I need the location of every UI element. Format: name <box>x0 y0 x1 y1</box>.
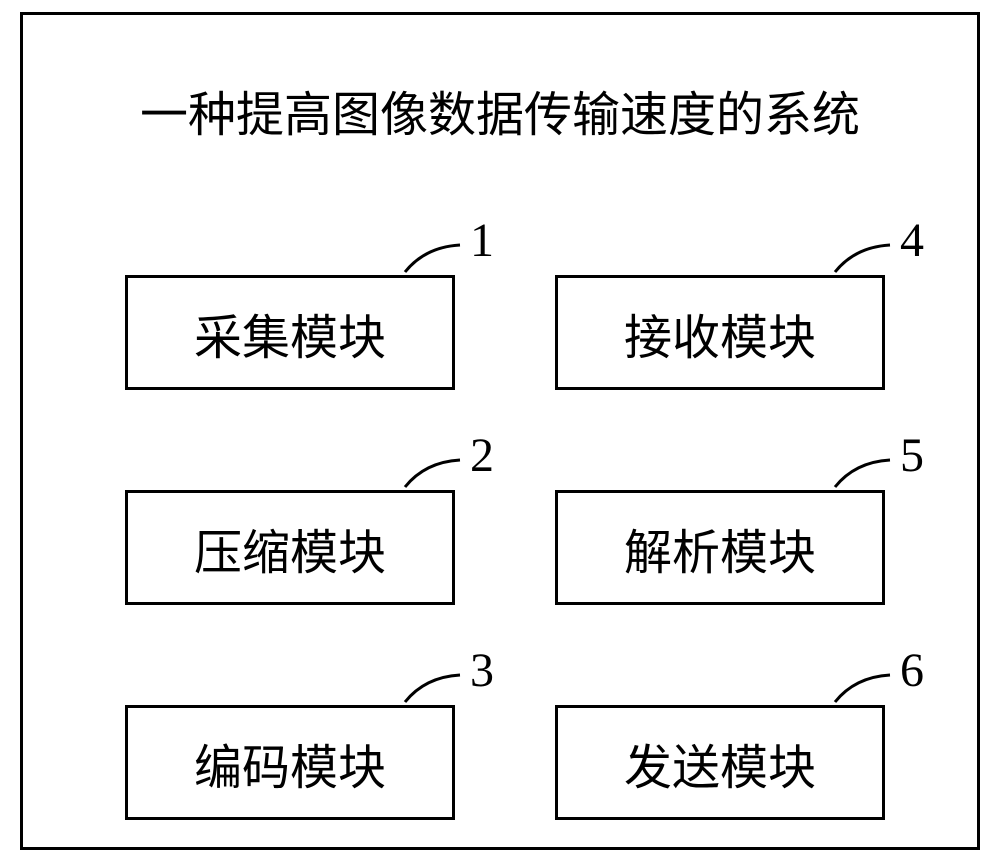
callout-line-m4 <box>555 275 556 276</box>
module-m4: 接收模块 <box>555 275 885 390</box>
module-m1: 采集模块 <box>125 275 455 390</box>
callout-line-m6 <box>555 705 556 706</box>
module-m2: 压缩模块 <box>125 490 455 605</box>
callout-line-m3 <box>125 705 126 706</box>
callout-number-m5: 5 <box>900 428 924 483</box>
callout-line-m2 <box>125 490 126 491</box>
callout-number-m2: 2 <box>470 428 494 483</box>
callout-number-m4: 4 <box>900 213 924 268</box>
diagram-title: 一种提高图像数据传输速度的系统 <box>140 75 860 145</box>
module-m3: 编码模块 <box>125 705 455 820</box>
module-label: 发送模块 <box>624 728 816 798</box>
module-label: 编码模块 <box>194 728 386 798</box>
callout-line-m1 <box>125 275 126 276</box>
module-m6: 发送模块 <box>555 705 885 820</box>
module-label: 解析模块 <box>624 513 816 583</box>
module-label: 接收模块 <box>624 298 816 368</box>
callout-number-m1: 1 <box>470 213 494 268</box>
callout-number-m6: 6 <box>900 643 924 698</box>
callout-line-m5 <box>555 490 556 491</box>
callout-number-m3: 3 <box>470 643 494 698</box>
module-m5: 解析模块 <box>555 490 885 605</box>
module-label: 压缩模块 <box>194 513 386 583</box>
module-label: 采集模块 <box>194 298 386 368</box>
